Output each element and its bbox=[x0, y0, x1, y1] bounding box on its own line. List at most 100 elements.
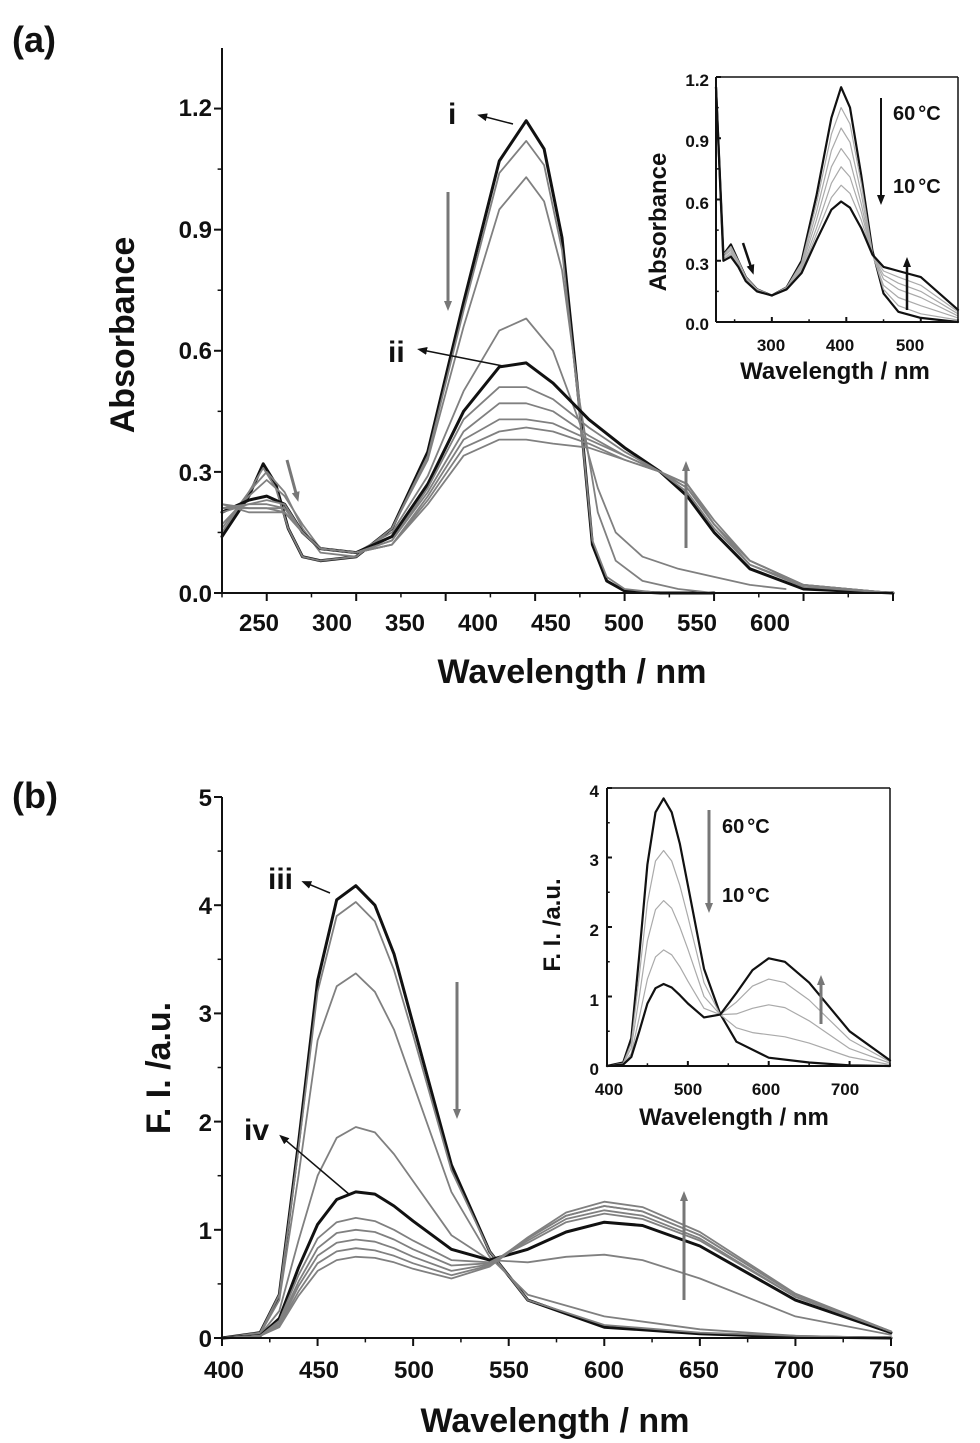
annotation-ii: ii bbox=[388, 336, 405, 369]
annotation-iv: iv bbox=[244, 1114, 269, 1147]
series-line-highlight bbox=[605, 957, 892, 1068]
y-tick-label: 2 bbox=[199, 1110, 212, 1137]
panel-label-b: (b) bbox=[12, 775, 58, 816]
series-line bbox=[221, 438, 894, 594]
y-tick-label: 0 bbox=[590, 1060, 599, 1079]
series-line bbox=[715, 86, 959, 315]
series-line-highlight bbox=[220, 1190, 893, 1340]
y-tick-label: 5 bbox=[199, 785, 212, 812]
series-line bbox=[221, 1209, 892, 1339]
x-axis-label-a: Wavelength / nm bbox=[438, 653, 707, 691]
annotation-iii: iii bbox=[268, 863, 293, 896]
x-tick-label: 400 bbox=[595, 1080, 623, 1099]
y-tick-label: 0.3 bbox=[179, 460, 212, 487]
x-ticks-a: 250 300 350 400 450 500 550 600 bbox=[239, 610, 790, 637]
x-tick-label: 650 bbox=[679, 1357, 719, 1384]
series-line bbox=[221, 1205, 892, 1339]
x-tick-label: 500 bbox=[896, 336, 924, 355]
chart-b-inset: F. I. /a.u. Wavelength / nm 400 500 600 … bbox=[539, 782, 859, 1131]
y-tick-label: 0.0 bbox=[685, 315, 709, 334]
temperature-low-unit: °C bbox=[747, 885, 769, 907]
y-axis-label-a: Absorbance bbox=[104, 237, 142, 434]
x-tick-label: 400 bbox=[204, 1357, 244, 1384]
decrease-arrow bbox=[741, 242, 755, 275]
y-tick-label: 0.6 bbox=[179, 338, 212, 365]
temperature-high-unit: °C bbox=[918, 103, 940, 125]
series-line bbox=[221, 418, 894, 594]
y-ticks-a: 0.0 0.3 0.6 0.9 1.2 bbox=[179, 95, 212, 608]
x-tick-label: 500 bbox=[394, 1357, 434, 1384]
series-line bbox=[606, 849, 891, 1067]
chart-a: (a) Absorbance Wavelength / nm 250 300 3… bbox=[12, 19, 790, 691]
x-tick-label: 250 bbox=[239, 610, 279, 637]
plot-a bbox=[214, 48, 895, 601]
y-tick-label: 1 bbox=[199, 1218, 212, 1245]
temperature-low-value: 10 bbox=[893, 176, 915, 198]
temperature-high-unit: °C bbox=[747, 816, 769, 838]
x-tick-label: 300 bbox=[757, 336, 785, 355]
y-tick-label: 3 bbox=[590, 851, 599, 870]
x-tick-label: 450 bbox=[299, 1357, 339, 1384]
x-tick-label: 750 bbox=[869, 1357, 909, 1384]
plot-b bbox=[214, 796, 893, 1346]
y-tick-label: 0.6 bbox=[685, 194, 709, 213]
series-line bbox=[606, 899, 891, 1067]
series-line bbox=[221, 1126, 892, 1339]
temperature-low-value: 10 bbox=[722, 885, 744, 907]
temperature-label-low: 10 °C bbox=[722, 885, 770, 907]
x-tick-label: 550 bbox=[489, 1357, 529, 1384]
x-tick-label: 500 bbox=[674, 1080, 702, 1099]
y-tick-label: 0 bbox=[199, 1326, 212, 1353]
x-tick-label: 400 bbox=[458, 610, 498, 637]
y-tick-label: 4 bbox=[199, 893, 213, 920]
series-line bbox=[221, 901, 892, 1339]
y-tick-label: 0.0 bbox=[179, 581, 212, 608]
chart-b: (b) F. I. /a.u. Wavelength / nm 400 450 … bbox=[12, 775, 909, 1440]
temperature-high-value: 60 bbox=[893, 103, 915, 125]
series-line bbox=[221, 386, 894, 594]
temperature-label-high: 60 °C bbox=[722, 816, 770, 838]
inset-x-axis-label-a: Wavelength / nm bbox=[740, 358, 930, 385]
y-tick-label: 1.2 bbox=[179, 95, 212, 122]
y-tick-label: 1.2 bbox=[685, 71, 709, 90]
x-tick-label: 600 bbox=[752, 1080, 780, 1099]
plot-b-inset bbox=[605, 787, 892, 1068]
series-line bbox=[715, 86, 959, 319]
inset-y-axis-label-a: Absorbance bbox=[645, 153, 672, 292]
temperature-label-high: 60 °C bbox=[893, 103, 941, 125]
panel-label-a: (a) bbox=[12, 19, 56, 60]
series-line-highlight bbox=[220, 361, 895, 595]
x-tick-label: 600 bbox=[584, 1357, 624, 1384]
y-tick-label: 2 bbox=[590, 921, 599, 940]
x-tick-label: 500 bbox=[604, 610, 644, 637]
y-tick-label: 0.9 bbox=[685, 132, 709, 151]
inset-x-axis-label-b: Wavelength / nm bbox=[639, 1104, 829, 1131]
x-tick-label: 550 bbox=[677, 610, 717, 637]
series-line bbox=[221, 402, 894, 594]
y-tick-label: 3 bbox=[199, 1001, 212, 1028]
chart-a-inset: Absorbance Wavelength / nm 300 400 500 0… bbox=[645, 71, 941, 385]
x-tick-label: 400 bbox=[826, 336, 854, 355]
series-line bbox=[221, 426, 894, 594]
temperature-high-value: 60 bbox=[722, 816, 744, 838]
series-line-highlight bbox=[605, 797, 892, 1068]
x-tick-label: 700 bbox=[831, 1080, 859, 1099]
series-line bbox=[221, 1205, 892, 1339]
annotation-arrow-iv bbox=[279, 1134, 351, 1196]
y-tick-label: 1 bbox=[590, 991, 599, 1010]
series-line bbox=[221, 1212, 892, 1339]
y-tick-label: 0.9 bbox=[179, 217, 212, 244]
x-tick-label: 350 bbox=[385, 610, 425, 637]
x-tick-label: 450 bbox=[531, 610, 571, 637]
temperature-low-unit: °C bbox=[918, 176, 940, 198]
series-line bbox=[221, 1200, 892, 1339]
annotation-arrow-iii bbox=[301, 881, 331, 894]
x-tick-label: 600 bbox=[750, 610, 790, 637]
series-line bbox=[606, 949, 891, 1067]
inset-y-axis-label-b: F. I. /a.u. bbox=[539, 878, 566, 971]
temperature-label-low: 10 °C bbox=[893, 176, 941, 198]
series-line-highlight bbox=[714, 86, 960, 311]
plot-a-inset bbox=[714, 76, 960, 324]
series-line bbox=[221, 972, 892, 1339]
